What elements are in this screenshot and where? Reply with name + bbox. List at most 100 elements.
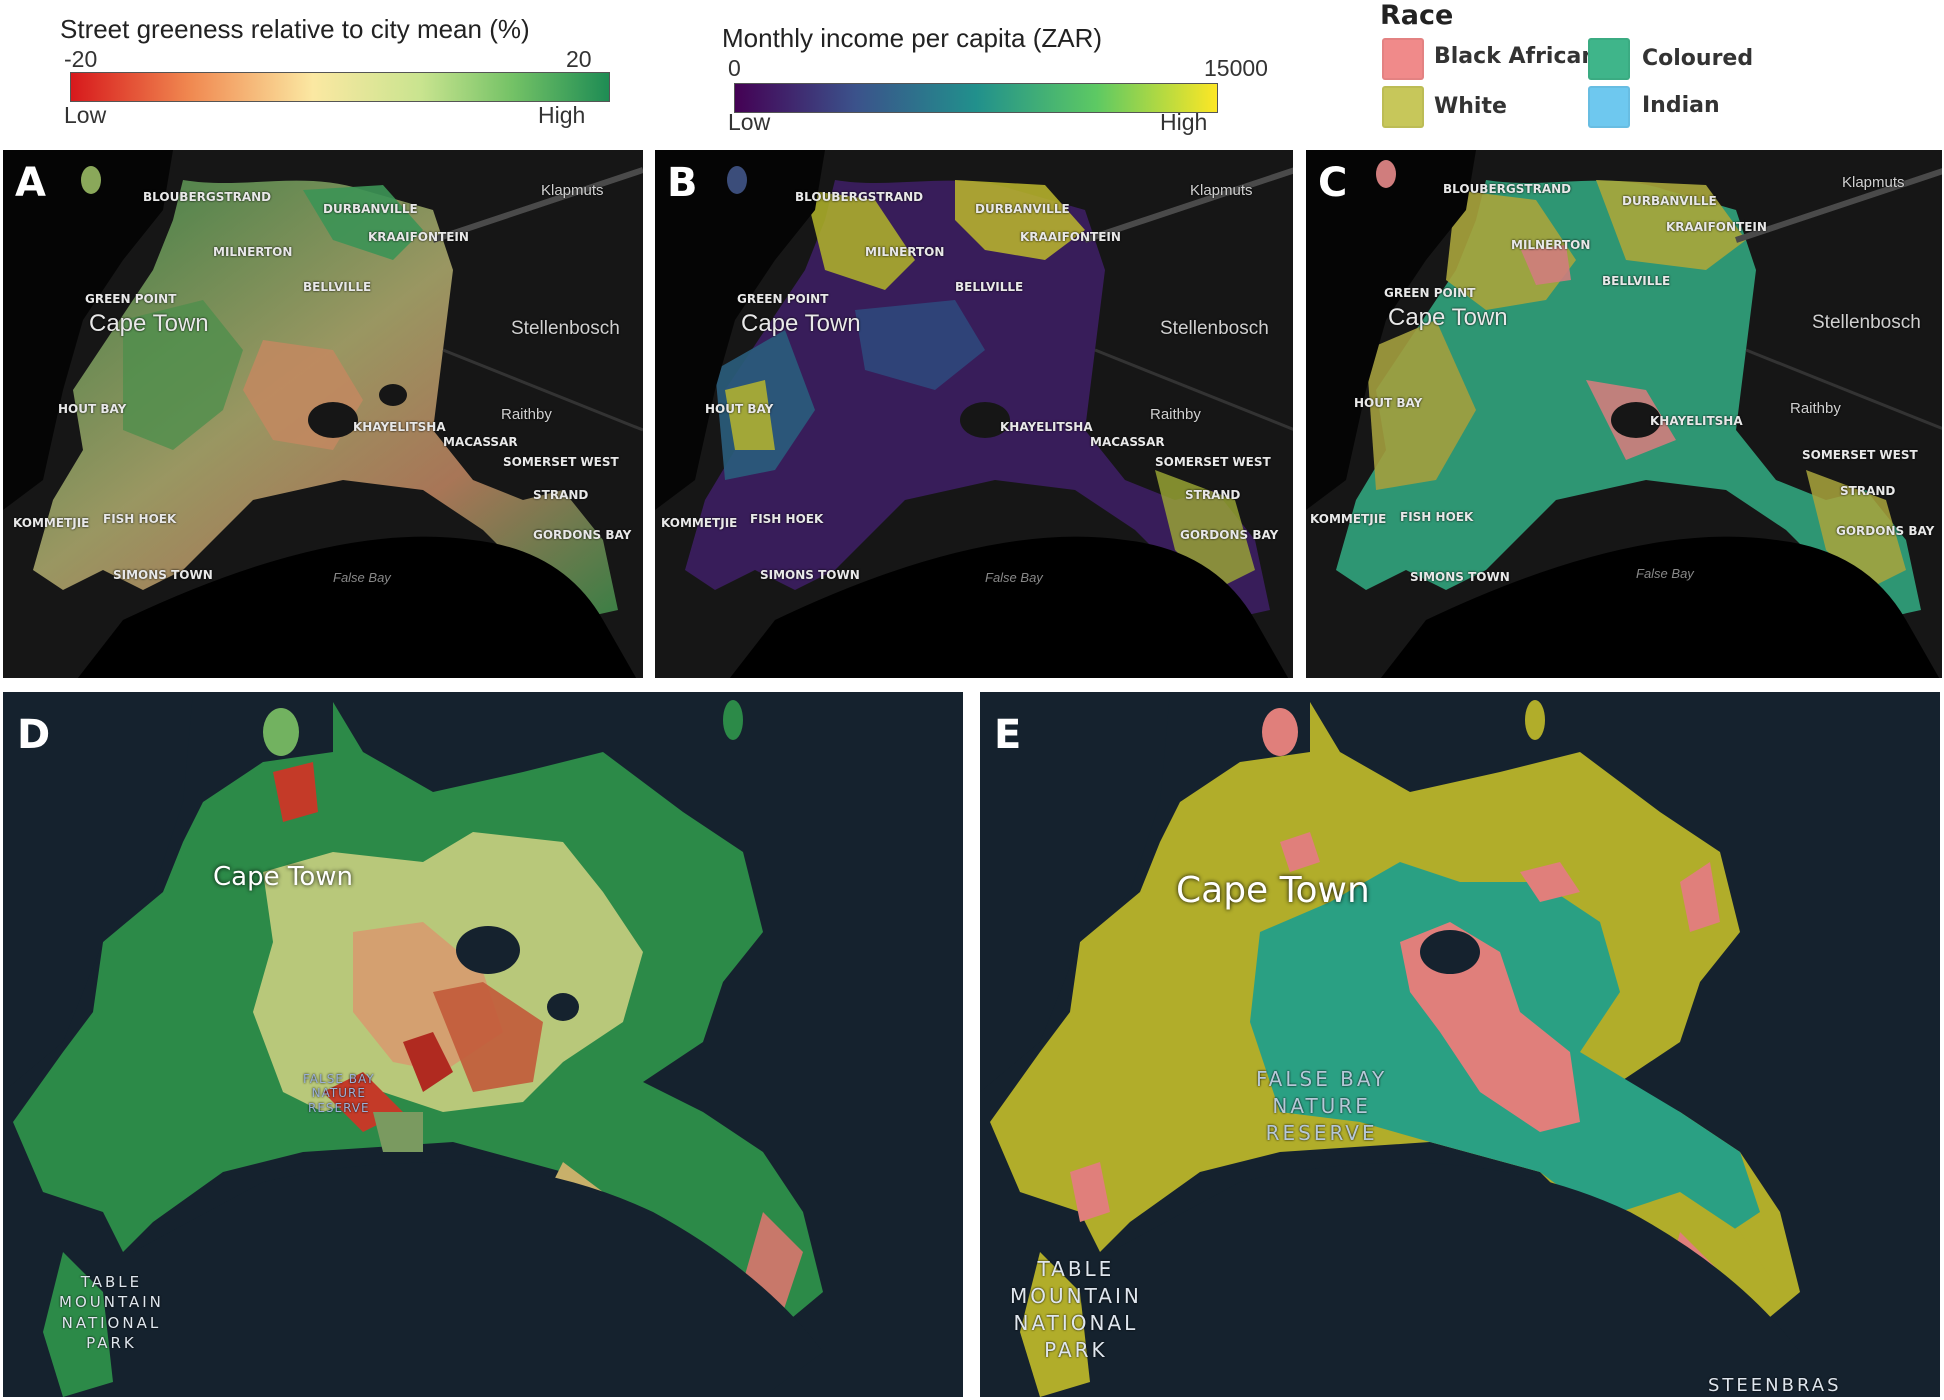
label-milnerton: MILNERTON	[1511, 238, 1591, 252]
label-bloubergstrand: BLOUBERGSTRAND	[795, 190, 924, 204]
label-bellville: BELLVILLE	[303, 280, 372, 294]
label-stellenbosch: Stellenbosch	[1160, 318, 1269, 339]
label-green-point: GREEN POINT	[737, 292, 829, 306]
reserve-line-3: RESERVE	[307, 1100, 370, 1115]
greenness-3d-map-svg	[3, 692, 823, 1397]
label-kommetjie: KOMMETJIE	[1310, 512, 1387, 526]
label-gordons-bay: GORDONS BAY	[1836, 524, 1935, 538]
coloured-label: Coloured	[1642, 46, 1754, 71]
label-cape-town: Cape Town	[89, 310, 209, 337]
black-african-swatch	[1382, 38, 1424, 80]
label-stellenbosch: Stellenbosch	[1812, 312, 1921, 333]
label-strand: STRAND	[1840, 484, 1896, 498]
greenness-legend-title: Street greeness relative to city mean (%…	[60, 14, 530, 44]
panel-d-letter: D	[17, 712, 51, 758]
label-durbanville: DURBANVILLE	[1622, 194, 1717, 208]
label-durbanville: DURBANVILLE	[975, 202, 1070, 216]
reserve-line-3: RESERVE	[1265, 1121, 1378, 1145]
black-african-label: Black African	[1434, 44, 1598, 69]
reserve-line-1: FALSE BAY	[303, 1072, 375, 1086]
label-cape-town: Cape Town	[1388, 304, 1508, 331]
panel-a-greenness-map: A BLOUBERGSTRAND DURBANVILLE KRAAIFONTEI…	[3, 150, 643, 678]
greenness-legend-max: 20	[566, 46, 592, 72]
coloured-swatch	[1588, 38, 1630, 80]
label-somerset-west: SOMERSET WEST	[503, 455, 619, 469]
label-false-bay: False Bay	[985, 570, 1043, 585]
income-legend-high: High	[1160, 109, 1208, 135]
greenness-legend-min: -20	[64, 46, 98, 72]
label-raithby: Raithby	[1150, 406, 1201, 423]
label-false-bay-reserve: FALSE BAY NATURE RESERVE	[303, 1072, 375, 1115]
income-legend-min: 0	[728, 55, 741, 81]
label-kraaifontein: KRAAIFONTEIN	[1666, 220, 1767, 234]
table-mountain-line-4: PARK	[86, 1333, 137, 1352]
label-macassar: MACASSAR	[1090, 435, 1165, 449]
label-bloubergstrand: BLOUBERGSTRAND	[1443, 182, 1572, 196]
label-steenbras: STEENBRAS	[1708, 1375, 1842, 1396]
label-khayelitsha: KHAYELITSHA	[353, 420, 446, 434]
label-raithby: Raithby	[501, 406, 552, 423]
table-mountain-line-4: PARK	[1044, 1338, 1108, 1362]
label-table-mountain: TABLE MOUNTAIN NATIONAL PARK	[1010, 1256, 1142, 1364]
reserve-line-2: NATURE	[1272, 1094, 1371, 1118]
greenness-colorbar	[70, 72, 610, 102]
indian-swatch	[1588, 86, 1630, 128]
label-hout-bay: HOUT BAY	[705, 402, 774, 416]
panel-c-letter: C	[1318, 160, 1348, 206]
label-kraaifontein: KRAAIFONTEIN	[1020, 230, 1121, 244]
label-klapmuts: Klapmuts	[1190, 182, 1253, 199]
greenness-map-svg	[3, 150, 643, 678]
label-green-point: GREEN POINT	[85, 292, 177, 306]
label-kommetjie: KOMMETJIE	[13, 516, 90, 530]
label-somerset-west: SOMERSET WEST	[1155, 455, 1271, 469]
label-bellville: BELLVILLE	[955, 280, 1024, 294]
label-klapmuts: Klapmuts	[541, 182, 604, 199]
indian-label: Indian	[1642, 93, 1720, 118]
label-table-mountain: TABLE MOUNTAIN NATIONAL PARK	[59, 1272, 164, 1353]
label-bellville: BELLVILLE	[1602, 274, 1671, 288]
reserve-line-2: NATURE	[311, 1086, 366, 1101]
panel-b-income-map: B BLOUBERGSTRAND DURBANVILLE KRAAIFONTEI…	[655, 150, 1293, 678]
label-khayelitsha: KHAYELITSHA	[1650, 414, 1743, 428]
label-false-bay: False Bay	[333, 570, 391, 585]
label-strand: STRAND	[1185, 488, 1241, 502]
table-mountain-line-2: MOUNTAIN	[59, 1293, 164, 1312]
label-green-point: GREEN POINT	[1384, 286, 1476, 300]
income-legend-title: Monthly income per capita (ZAR)	[722, 23, 1103, 53]
label-kommetjie: KOMMETJIE	[661, 516, 738, 530]
panel-b-letter: B	[667, 160, 698, 206]
panel-e-race-3d-map: E Cape Town FALSE BAY NATURE RESERVE TAB…	[980, 692, 1940, 1397]
label-fish-hoek: FISH HOEK	[103, 512, 177, 526]
label-somerset-west: SOMERSET WEST	[1802, 448, 1918, 462]
race-legend: Race Black African White Coloured Indian	[1380, 0, 1900, 140]
label-simons-town: SIMONS TOWN	[1410, 570, 1510, 584]
panel-d-greenness-3d-map: D Cape Town FALSE BAY NATURE RESERVE TAB…	[3, 692, 963, 1397]
label-simons-town: SIMONS TOWN	[113, 568, 213, 582]
race-3d-map-svg	[980, 692, 1800, 1397]
white-label: White	[1434, 94, 1507, 119]
income-legend-max: 15000	[1204, 55, 1268, 81]
label-khayelitsha: KHAYELITSHA	[1000, 420, 1093, 434]
race-map-svg	[1306, 150, 1942, 678]
label-cape-town-3d: Cape Town	[213, 862, 353, 892]
income-legend: Monthly income per capita (ZAR) 0 15000 …	[722, 15, 1282, 145]
label-false-bay: False Bay	[1636, 566, 1694, 581]
income-colorbar	[734, 83, 1218, 113]
label-durbanville: DURBANVILLE	[323, 202, 418, 216]
label-hout-bay: HOUT BAY	[58, 402, 127, 416]
label-milnerton: MILNERTON	[213, 245, 293, 259]
label-macassar: MACASSAR	[443, 435, 518, 449]
label-false-bay-reserve: FALSE BAY NATURE RESERVE	[1256, 1066, 1387, 1147]
label-stellenbosch: Stellenbosch	[511, 318, 620, 339]
label-bloubergstrand: BLOUBERGSTRAND	[143, 190, 272, 204]
table-mountain-line-1: TABLE	[80, 1273, 143, 1291]
table-mountain-line-1: TABLE	[1037, 1257, 1115, 1281]
income-legend-low: Low	[728, 109, 771, 135]
table-mountain-line-3: NATIONAL	[61, 1313, 162, 1332]
table-mountain-line-3: NATIONAL	[1013, 1311, 1139, 1335]
race-legend-title: Race	[1380, 0, 1454, 31]
reserve-line-1: FALSE BAY	[1256, 1067, 1388, 1091]
income-map-svg	[655, 150, 1293, 678]
label-simons-town: SIMONS TOWN	[760, 568, 860, 582]
greenness-legend-low: Low	[64, 102, 107, 128]
